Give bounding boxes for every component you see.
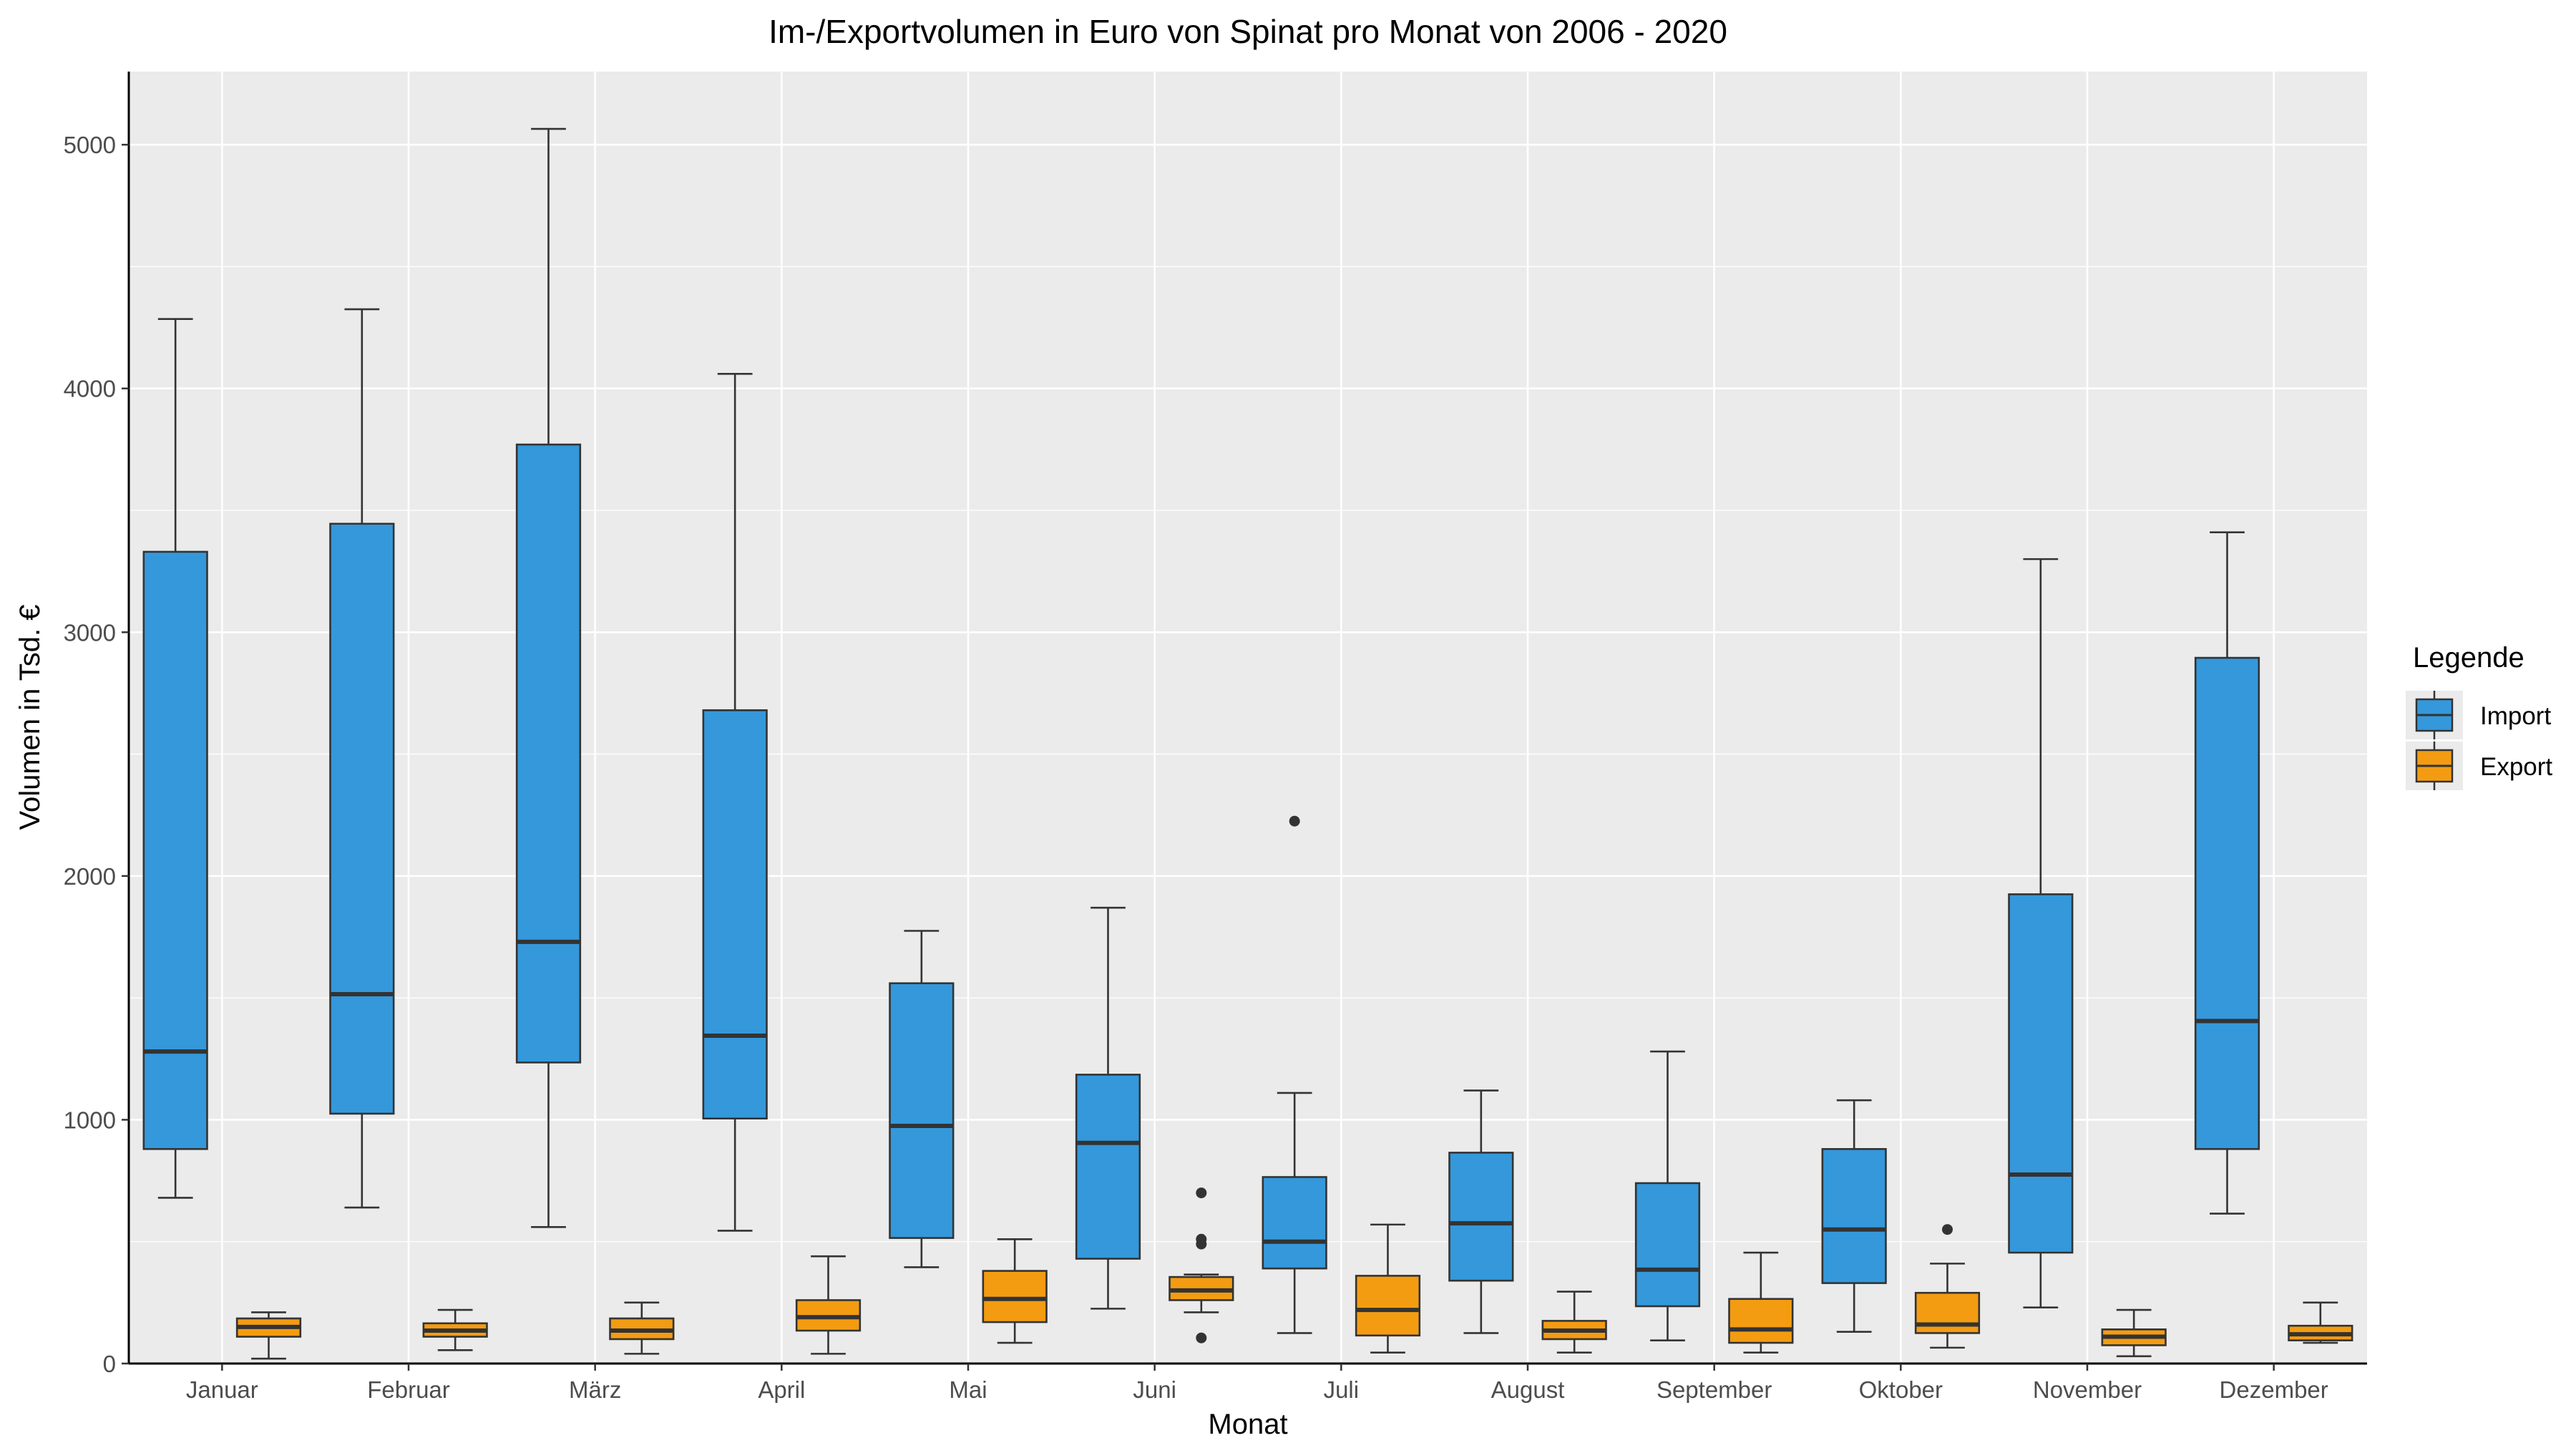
x-tick-label: September <box>1657 1376 1772 1403</box>
legend-title: Legende <box>2413 642 2524 674</box>
import-box <box>2194 656 2260 1150</box>
x-tick-label: Februar <box>367 1376 450 1403</box>
import-outlier-point <box>1289 815 1300 827</box>
chart-title: Im-/Exportvolumen in Euro von Spinat pro… <box>769 13 1727 50</box>
legend-label-import: Import <box>2480 702 2551 730</box>
y-tick-label: 5000 <box>64 132 116 158</box>
y-tick-label: 1000 <box>64 1107 116 1133</box>
export-box <box>982 1270 1048 1323</box>
export-outlier-point <box>1196 1332 1207 1343</box>
legend-label-export: Export <box>2480 753 2552 781</box>
import-box <box>1821 1148 1887 1284</box>
export-outlier-point <box>1196 1187 1207 1199</box>
x-tick-label: Juli <box>1324 1376 1360 1403</box>
x-tick-label: August <box>1491 1376 1565 1403</box>
x-tick-label: Januar <box>186 1376 258 1403</box>
import-box <box>1634 1182 1701 1308</box>
x-tick-label: März <box>569 1376 621 1403</box>
import-box <box>1075 1074 1141 1260</box>
plot-panel <box>129 72 2367 1364</box>
y-tick-label: 2000 <box>64 863 116 890</box>
export-outlier-point <box>1942 1224 1953 1235</box>
x-axis-ticks: Januar Februar März April Mai Juni Juli August S… <box>186 1364 2328 1403</box>
y-axis-title: Volumen in Tsd. € <box>14 604 46 830</box>
import-box <box>329 523 395 1115</box>
import-box <box>142 550 208 1150</box>
export-box <box>1355 1275 1421 1337</box>
import-box <box>1448 1152 1514 1282</box>
export-box <box>1914 1291 1981 1334</box>
x-tick-label: November <box>2033 1376 2142 1403</box>
x-tick-label: Mai <box>949 1376 987 1403</box>
x-tick-label: Juni <box>1133 1376 1176 1403</box>
x-tick-label: April <box>758 1376 805 1403</box>
legend: Legende Import Export <box>2406 642 2552 790</box>
import-box <box>889 982 955 1239</box>
import-box <box>2008 893 2074 1254</box>
y-tick-label: 4000 <box>64 376 116 402</box>
export-box <box>1728 1298 1794 1344</box>
y-tick-label: 0 <box>103 1351 116 1377</box>
export-outlier-point <box>1196 1238 1207 1250</box>
import-box <box>702 709 768 1120</box>
x-tick-label: Dezember <box>2220 1376 2328 1403</box>
import-box <box>1262 1176 1327 1270</box>
y-tick-label: 3000 <box>64 619 116 646</box>
import-box <box>515 443 582 1064</box>
minor-gridlines <box>129 266 2367 1243</box>
y-axis-ticks: 0 1000 2000 3000 4000 5000 <box>64 132 129 1377</box>
major-gridlines <box>129 72 2367 1365</box>
box-layer <box>142 127 2353 1360</box>
x-axis-title: Monat <box>1208 1409 1287 1440</box>
x-tick-label: Oktober <box>1859 1376 1943 1403</box>
